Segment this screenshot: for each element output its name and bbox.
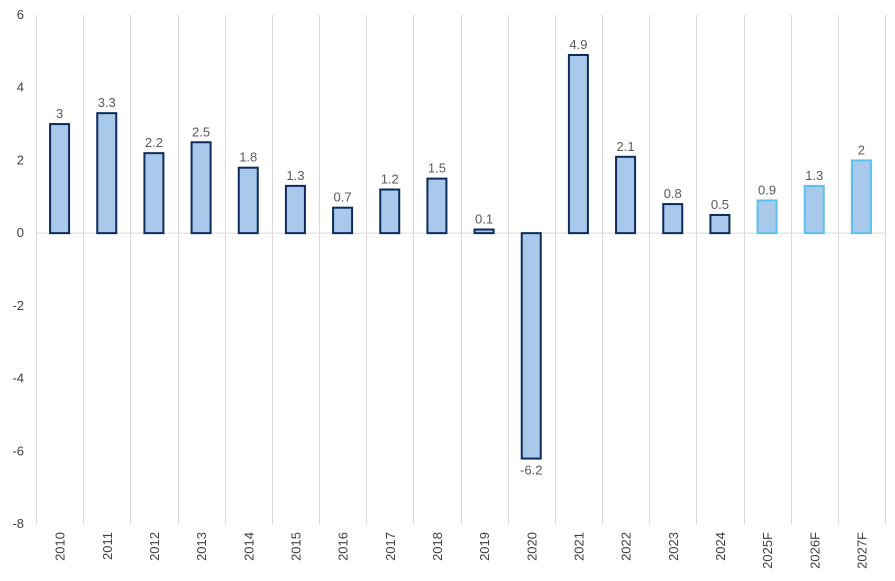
x-tick-label-2011: 2011 xyxy=(100,532,115,560)
y-tick-label: -8 xyxy=(12,516,24,531)
data-label-2021: 4.9 xyxy=(569,37,587,52)
bar-2021 xyxy=(567,53,589,235)
bar-2020 xyxy=(520,232,542,460)
data-label-2025F: 0.9 xyxy=(758,182,776,197)
bar-2015 xyxy=(284,184,306,235)
data-label-2010: 3 xyxy=(56,106,63,121)
bar-2013 xyxy=(190,141,212,235)
y-axis-ticks: 6 4 2 0 -2 -4 -6 -8 xyxy=(12,7,24,531)
x-tick-label-2017: 2017 xyxy=(383,532,398,561)
x-tick-label-2015: 2015 xyxy=(288,532,303,561)
bar-2023 xyxy=(662,203,684,235)
data-label-2018: 1.5 xyxy=(428,161,446,176)
x-tick-label-2024: 2024 xyxy=(713,532,728,561)
x-tick-label-2022: 2022 xyxy=(619,532,634,561)
x-tick-label-2023: 2023 xyxy=(666,532,681,561)
bar-2012 xyxy=(143,152,165,235)
grid-layer xyxy=(36,15,886,524)
x-tick-label-2018: 2018 xyxy=(430,532,445,561)
x-axis-ticks: 2010 2011 2012 2013 2014 2015 2016 2017 2018 2019… xyxy=(53,532,870,569)
y-tick-label: -2 xyxy=(12,298,24,313)
data-label-2013: 2.5 xyxy=(192,124,210,139)
x-tick-label-2027F: 2027F xyxy=(854,532,869,569)
x-tick-label-2014: 2014 xyxy=(241,532,256,561)
data-label-2016: 0.7 xyxy=(334,190,352,205)
y-tick-label: 6 xyxy=(17,7,24,22)
data-label-2024: 0.5 xyxy=(711,197,729,212)
data-label-2017: 1.2 xyxy=(381,172,399,187)
data-label-2019: 0.1 xyxy=(475,212,493,227)
y-tick-label: 4 xyxy=(17,80,24,95)
y-tick-label: 2 xyxy=(17,152,24,167)
data-label-2012: 2.2 xyxy=(145,135,163,150)
data-labels-layer: 3 3.3 2.2 2.5 1.8 1.3 0.7 1.2 1.5 0.1 -6.2 4.9 2.1 0.… xyxy=(56,37,865,478)
x-tick-label-2019: 2019 xyxy=(477,532,492,561)
x-tick-label-2026F: 2026F xyxy=(807,532,822,569)
bar-2027F xyxy=(850,159,872,235)
bar-2018 xyxy=(426,177,448,235)
bar-2016 xyxy=(332,206,354,235)
bar-2024 xyxy=(709,213,731,235)
data-label-2014: 1.8 xyxy=(239,150,257,165)
x-tick-label-2010: 2010 xyxy=(53,532,68,561)
y-tick-label: -6 xyxy=(12,443,24,458)
x-tick-label-2013: 2013 xyxy=(194,532,209,561)
data-label-2022: 2.1 xyxy=(617,139,635,154)
bar-2010 xyxy=(49,123,71,235)
x-tick-label-2016: 2016 xyxy=(336,532,351,561)
data-label-2027F: 2 xyxy=(858,142,865,157)
data-label-2020: -6.2 xyxy=(520,463,542,478)
x-tick-label-2020: 2020 xyxy=(524,532,539,561)
bar-2014 xyxy=(237,166,259,235)
x-tick-label-2025F: 2025F xyxy=(760,532,775,569)
y-tick-label: 0 xyxy=(17,225,24,240)
data-label-2011: 3.3 xyxy=(98,95,116,110)
bar-2011 xyxy=(96,112,118,235)
data-label-2015: 1.3 xyxy=(286,168,304,183)
bar-2019 xyxy=(473,228,495,235)
bars-layer xyxy=(49,53,872,460)
data-label-2023: 0.8 xyxy=(664,186,682,201)
bar-2025F xyxy=(756,199,778,235)
x-tick-label-2012: 2012 xyxy=(147,532,162,561)
bar-2026F xyxy=(803,184,825,235)
x-tick-label-2021: 2021 xyxy=(571,532,586,561)
bar-2017 xyxy=(379,188,401,235)
data-label-2026F: 1.3 xyxy=(805,168,823,183)
y-tick-label: -4 xyxy=(12,371,24,386)
bar-2022 xyxy=(615,155,637,235)
